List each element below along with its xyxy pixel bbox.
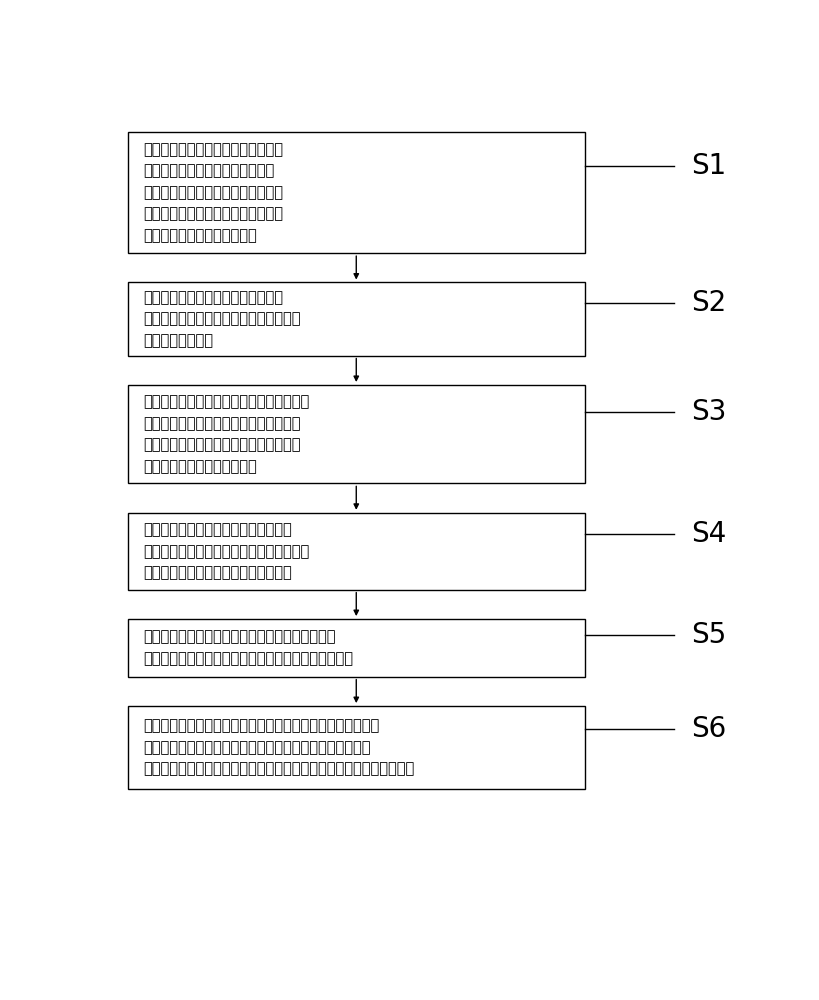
- Text: S4: S4: [690, 520, 726, 548]
- Bar: [128, 282, 585, 356]
- Text: 高温异丙醇的植入覆盖，利用异丙醇或
超临界干燥模组，注入气态或液态异丙醇，
使得气态或液态异丙醇在晶圆表面堆积: 高温异丙醇的植入覆盖，利用异丙醇或 超临界干燥模组，注入气态或液态异丙醇， 使得…: [143, 522, 310, 580]
- Text: S5: S5: [690, 621, 726, 649]
- Bar: [128, 513, 585, 590]
- Text: 干燥及表面覆盖处理，利用异丙醇喷淋装置
和氮气喷淋装置进行往复摆动，使对应的
异丙醇和氮气喷淋在晶圆表面，形成初步
晶圆表面批覆异丙醇纳米薄膜: 干燥及表面覆盖处理，利用异丙醇喷淋装置 和氮气喷淋装置进行往复摆动，使对应的 异…: [143, 394, 310, 474]
- Text: S3: S3: [690, 398, 726, 426]
- Bar: [128, 706, 585, 789]
- Text: S1: S1: [690, 152, 726, 180]
- Text: 第一次化学药液清洗，取晶圆放入在
具有清洗腔体的旋转平台上，利用
对应的化学药液喷淋装置将化学药液
均匀喷淋在晶圆的表面，同时晶圆与
旋转平台之间进行非接触旋转: 第一次化学药液清洗，取晶圆放入在 具有清洗腔体的旋转平台上，利用 对应的化学药液…: [143, 142, 283, 243]
- Text: 第一次超纯水清洗，利用超纯水清洗
晶圆表面，并搭配对应的超纯水喷淋系统
进行往复摆动清洗: 第一次超纯水清洗，利用超纯水清洗 晶圆表面，并搭配对应的超纯水喷淋系统 进行往复…: [143, 290, 301, 348]
- Text: S2: S2: [690, 289, 726, 317]
- Text: 超临界流体植入，利用异丙醇或超临界干燥模组，
注入超临界流体，促使晶圆表面进行超临界流体的堆积: 超临界流体植入，利用异丙醇或超临界干燥模组， 注入超临界流体，促使晶圆表面进行超…: [143, 630, 354, 666]
- Text: S6: S6: [690, 715, 726, 743]
- Bar: [128, 385, 585, 483]
- Text: 异丙醇及超临界流体的析出，在异丙醇或超临界干燥模组中，
利用超临界流体对异丙醇的置换动作，将异丙醇堆积分子团
产生张力的排压行为，逐渐产生对晶圆表面进行超临界流: 异丙醇及超临界流体的析出，在异丙醇或超临界干燥模组中， 利用超临界流体对异丙醇的…: [143, 718, 415, 777]
- Bar: [128, 132, 585, 253]
- Bar: [128, 619, 585, 677]
